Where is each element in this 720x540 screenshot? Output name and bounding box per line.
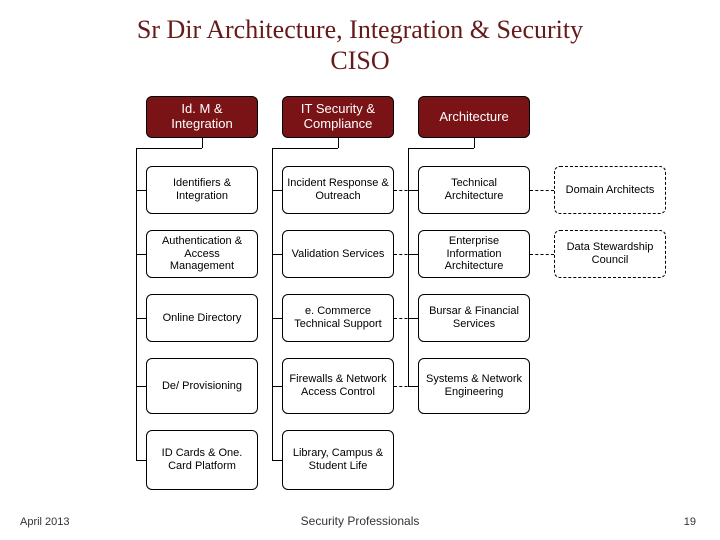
connector	[136, 386, 146, 387]
connector	[408, 148, 409, 386]
node-c0-r3: De/ Provisioning	[146, 358, 258, 414]
connector	[272, 386, 282, 387]
dashed-connector	[394, 190, 418, 191]
node-c3-r1: Data Stewardship Council	[554, 230, 666, 278]
dashed-connector	[394, 386, 418, 387]
dashed-connector	[394, 254, 418, 255]
connector	[272, 190, 282, 191]
node-c2-r2: Bursar & Financial Services	[418, 294, 530, 342]
node-c1-r0: Incident Response & Outreach	[282, 166, 394, 214]
node-c0-r0: Identifiers & Integration	[146, 166, 258, 214]
connector	[272, 148, 273, 460]
connector	[474, 138, 475, 148]
footer-page-number: 19	[684, 516, 696, 528]
node-c2-r3: Systems & Network Engineering	[418, 358, 530, 414]
slide-title: Sr Dir Architecture, Integration & Secur…	[0, 14, 720, 76]
connector	[136, 318, 146, 319]
connector	[136, 190, 146, 191]
connector	[136, 148, 137, 460]
title-line2: CISO	[0, 45, 720, 76]
node-c3-r0: Domain Architects	[554, 166, 666, 214]
connector	[272, 460, 282, 461]
connector	[136, 254, 146, 255]
title-line1: Sr Dir Architecture, Integration & Secur…	[137, 15, 583, 44]
node-c0-r2: Online Directory	[146, 294, 258, 342]
dashed-connector	[530, 254, 554, 255]
connector	[272, 148, 338, 149]
footer-center: Security Professionals	[0, 514, 720, 528]
connector	[136, 460, 146, 461]
connector	[202, 138, 203, 148]
node-c1-r2: e. Commerce Technical Support	[282, 294, 394, 342]
node-c1-r4: Library, Campus & Student Life	[282, 430, 394, 490]
connector	[338, 138, 339, 148]
node-c1-r1: Validation Services	[282, 230, 394, 278]
dashed-connector	[530, 190, 554, 191]
header-box-2: Architecture	[418, 96, 530, 138]
connector	[272, 254, 282, 255]
header-box-1: IT Security & Compliance	[282, 96, 394, 138]
header-box-0: Id. M & Integration	[146, 96, 258, 138]
node-c2-r0: Technical Architecture	[418, 166, 530, 214]
slide: Sr Dir Architecture, Integration & Secur…	[0, 0, 720, 540]
node-c0-r1: Authentication & Access Management	[146, 230, 258, 278]
connector	[408, 148, 474, 149]
connector	[272, 318, 282, 319]
dashed-connector	[394, 318, 418, 319]
node-c0-r4: ID Cards & One. Card Platform	[146, 430, 258, 490]
node-c1-r3: Firewalls & Network Access Control	[282, 358, 394, 414]
node-c2-r1: Enterprise Information Architecture	[418, 230, 530, 278]
connector	[136, 148, 202, 149]
